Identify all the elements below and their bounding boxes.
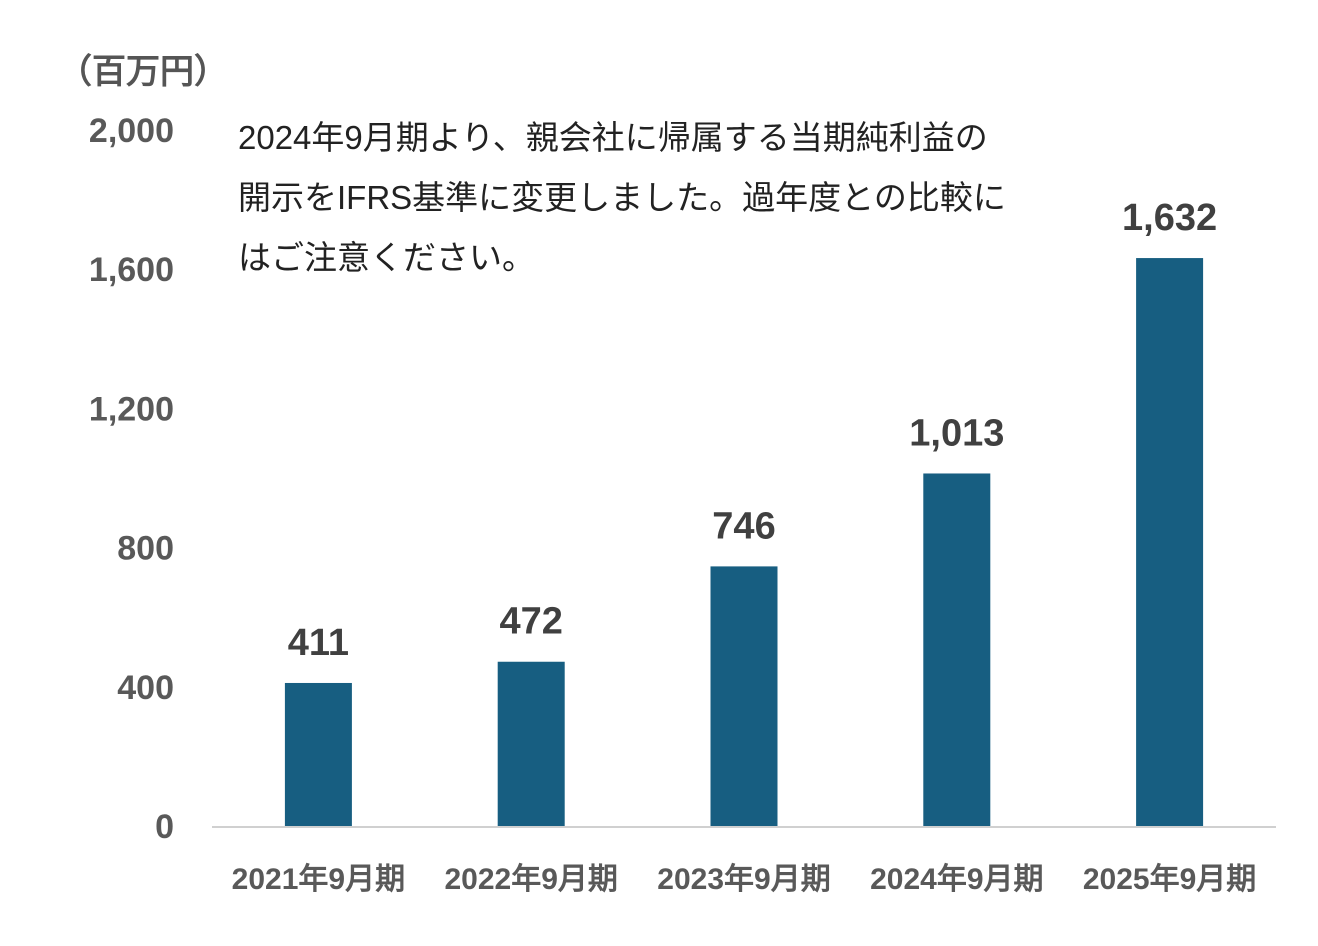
x-tick-label: 2024年9月期 [870, 863, 1043, 896]
y-tick-label: 400 [117, 669, 174, 707]
bar [710, 566, 778, 826]
x-tick-label: 2022年9月期 [444, 863, 617, 896]
y-tick-label: 800 [117, 530, 174, 568]
y-tick-label: 1,600 [89, 251, 174, 289]
data-labels: 411 472 746 1,013 1,632 [288, 197, 1217, 664]
data-label: 472 [499, 601, 562, 643]
x-tick-label: 2025年9月期 [1083, 863, 1256, 896]
bar [497, 661, 565, 826]
y-tick-label: 0 [155, 808, 174, 846]
y-tick-label: 1,200 [89, 390, 174, 428]
data-label: 746 [712, 505, 775, 547]
bar [1136, 258, 1204, 827]
y-axis-ticks: 0 400 800 1,200 1,600 2,000 [89, 112, 174, 846]
x-axis-labels: 2021年9月期 2022年9月期 2023年9月期 2024年9月期 2025年9月期 [232, 863, 1257, 896]
data-label: 1,013 [909, 412, 1004, 454]
data-label: 411 [288, 622, 349, 664]
data-label: 1,632 [1122, 197, 1217, 239]
unit-label: （百万円） [58, 53, 228, 91]
bar [923, 473, 991, 826]
disclosure-note: 2024年9月期より、親会社に帰属する当期純利益の 開示をIFRS基準に変更しま… [238, 119, 1006, 276]
bar [284, 682, 352, 826]
y-tick-label: 2,000 [89, 112, 174, 150]
x-tick-label: 2023年9月期 [657, 863, 830, 896]
x-tick-label: 2021年9月期 [232, 863, 405, 896]
bars [284, 258, 1204, 827]
